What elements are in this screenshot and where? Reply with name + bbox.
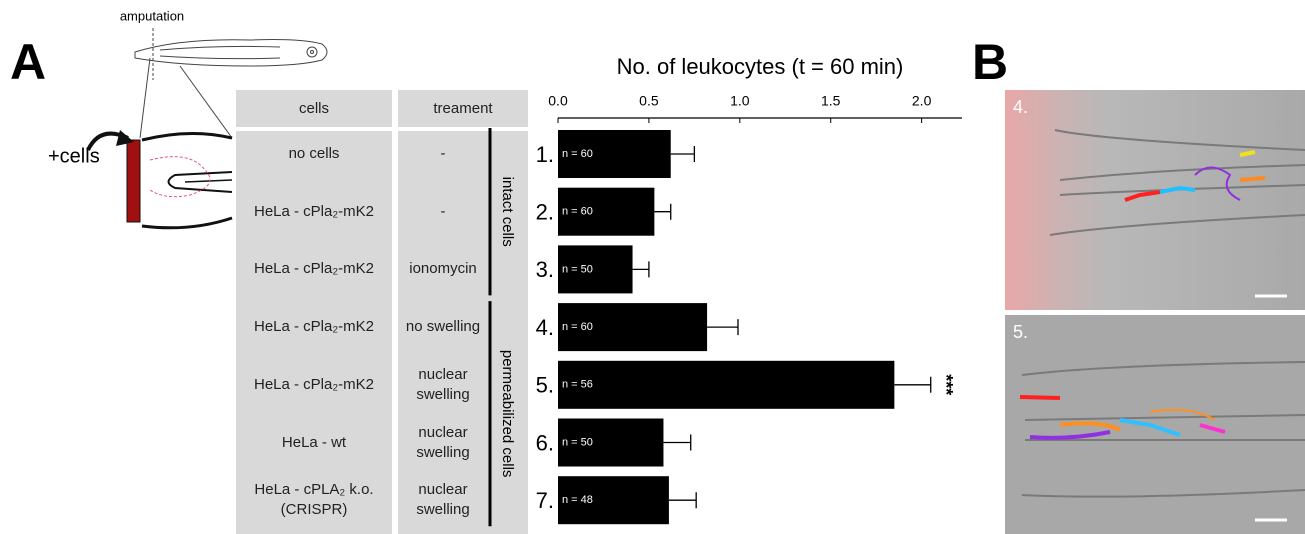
y-tick-label: 1. <box>536 142 554 167</box>
bar <box>558 361 894 409</box>
x-tick-label: 2.0 <box>912 93 932 109</box>
image-label: 5. <box>1013 322 1028 342</box>
bar-annotation: n = 50 <box>562 436 593 448</box>
chart-title: No. of leukocytes (t = 60 min) <box>617 54 904 79</box>
group-label: permeabilized cells <box>499 350 516 478</box>
error-bar <box>654 204 670 220</box>
table-cell: nuclear swelling <box>398 357 488 413</box>
figure: A B amputation +cells 4. 5. <box>0 0 1305 534</box>
x-tick-label: 0.5 <box>639 93 659 109</box>
y-tick-label: 6. <box>536 430 554 455</box>
table-cell: HeLa - cPla₂-mK2 <box>240 357 388 413</box>
tail-schematic <box>142 133 232 227</box>
x-tick-label: 0.0 <box>548 93 568 109</box>
error-bar <box>633 261 649 277</box>
error-bar <box>671 146 695 162</box>
bar-annotation: n = 48 <box>562 494 593 506</box>
y-tick-label: 4. <box>536 315 554 340</box>
x-tick-label: 1.5 <box>821 93 841 109</box>
chart: A B amputation +cells 4. 5. <box>0 0 1305 534</box>
bar-annotation: n = 60 <box>562 206 593 218</box>
table-cell: HeLa - cPla₂-mK2 <box>240 299 388 355</box>
table-header-cell: treament <box>398 90 528 127</box>
y-tick-label: 7. <box>536 488 554 513</box>
panel-label: A <box>10 34 46 90</box>
table-cell: - <box>398 184 488 240</box>
table-cell: ionomycin <box>398 241 488 297</box>
significance-marker: *** <box>936 374 956 395</box>
micrograph <box>1005 315 1305 534</box>
error-bar <box>894 377 930 393</box>
y-tick-label: 5. <box>536 373 554 398</box>
table-cell: nuclear swelling <box>398 415 488 471</box>
bar-annotation: n = 56 <box>562 379 593 391</box>
table-cell: nuclear swelling <box>398 472 488 528</box>
table-cell: HeLa - cPla₂-mK2 <box>240 184 388 240</box>
error-bar <box>707 319 738 335</box>
y-tick-label: 2. <box>536 200 554 225</box>
table-cell: no swelling <box>398 299 488 355</box>
panel-label: B <box>972 34 1008 90</box>
bar-annotation: n = 60 <box>562 148 593 160</box>
image-label: 4. <box>1013 97 1028 117</box>
table-cell: no cells <box>240 126 388 182</box>
table-cell: HeLa - cPLA₂ k.o. (CRISPR) <box>240 472 388 528</box>
table-cell: HeLa - cPla₂-mK2 <box>240 241 388 297</box>
schematic-label: +cells <box>48 145 100 167</box>
cell-block <box>127 140 140 222</box>
bar-annotation: n = 60 <box>562 321 593 333</box>
table-cell: - <box>398 126 488 182</box>
table-cell: HeLa - wt <box>240 415 388 471</box>
table-header-cell: cells <box>236 90 392 127</box>
y-tick-label: 3. <box>536 257 554 282</box>
group-label: intact cells <box>499 177 516 247</box>
error-bar <box>663 435 690 451</box>
bar-annotation: n = 50 <box>562 263 593 275</box>
schematic-label: amputation <box>120 8 184 23</box>
micrograph <box>1005 90 1305 310</box>
error-bar <box>669 492 696 508</box>
x-tick-label: 1.0 <box>730 93 750 109</box>
